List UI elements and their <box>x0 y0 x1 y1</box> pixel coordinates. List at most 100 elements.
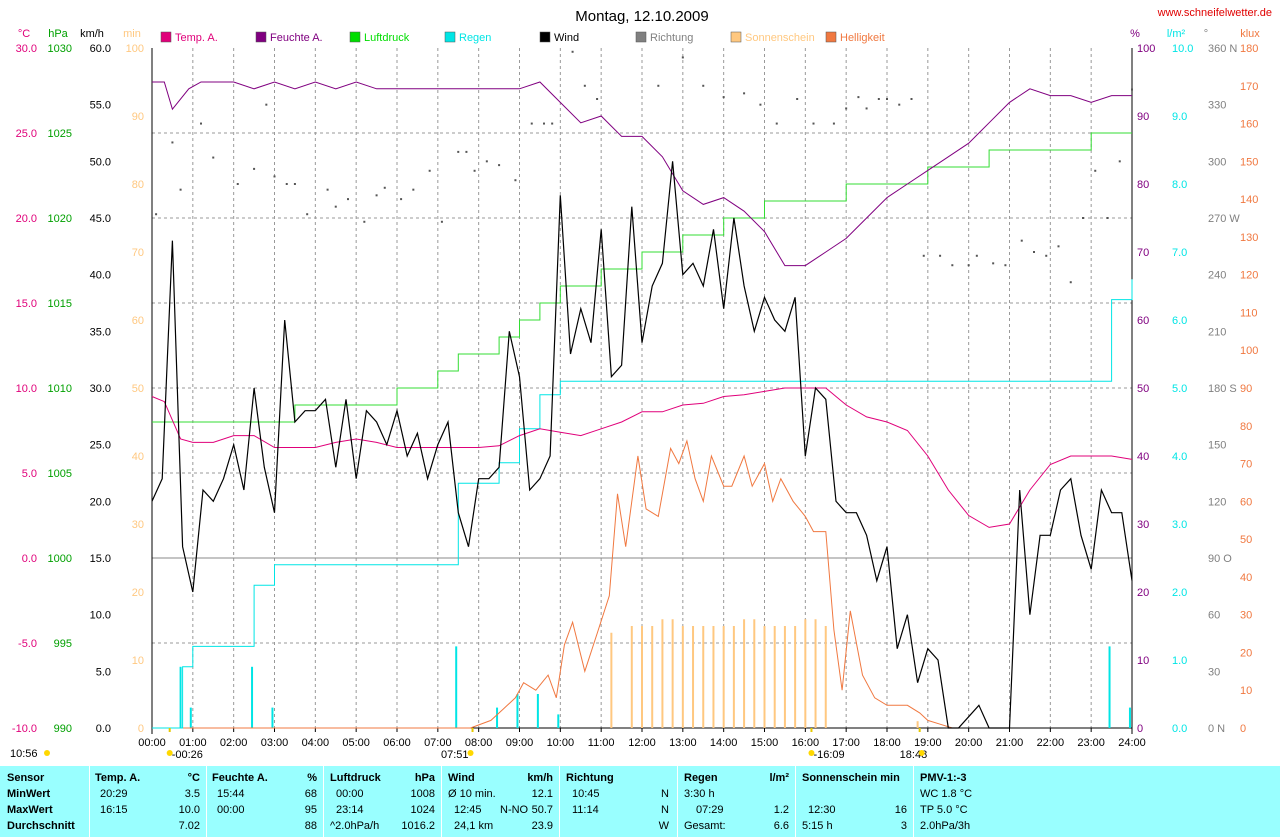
temp-axis-tick: 20.0 <box>16 213 37 225</box>
temp-unit: °C <box>187 772 200 784</box>
pmv-header: PMV-1:-3 <box>920 772 967 784</box>
direction-avg: W <box>658 820 669 832</box>
sunshine-max-time: 12:30 <box>808 804 836 816</box>
wind-axis-tick: 30.0 <box>90 383 111 395</box>
sunshine-bars <box>610 619 919 728</box>
rain-header: Regen <box>684 772 718 784</box>
rain-axis-tick: 9.0 <box>1172 111 1187 123</box>
wind-axis-tick: 35.0 <box>90 326 111 338</box>
direction-point <box>1131 88 1133 91</box>
humidity-axis-tick: 100 <box>1137 43 1155 55</box>
pressure-unit-label: hPa <box>48 28 68 40</box>
wind-unit: km/h <box>527 772 553 784</box>
direction-point <box>910 98 913 100</box>
rain-max: 1.2 <box>773 804 789 816</box>
direction-point <box>571 50 574 53</box>
temp-axis-tick: -10.0 <box>12 723 37 735</box>
direction-point <box>253 167 256 170</box>
time-axis-tick: 16:00 <box>792 737 820 749</box>
direction-axis-tick: 30 <box>1208 666 1220 678</box>
humidity-axis-tick: 0 <box>1137 723 1143 735</box>
wind-axis-tick: 55.0 <box>90 100 111 112</box>
direction-axis-tick: 150 <box>1208 440 1226 452</box>
direction-point <box>457 150 460 153</box>
legend-swatch <box>160 31 172 43</box>
humidity-header: Feuchte A. <box>212 772 268 784</box>
temp-axis-tick: 25.0 <box>16 128 37 140</box>
lux-axis-tick: 160 <box>1240 119 1258 131</box>
wind-max-time: 12:45 <box>454 804 482 816</box>
rain-axis-tick: 10.0 <box>1172 43 1193 55</box>
wind-axis-tick: 0.0 <box>96 723 111 735</box>
direction-point <box>412 188 415 191</box>
chart-legend: Temp. A. Feuchte A. Luftdruck Regen Wind Rich… <box>160 31 885 44</box>
sun-axis-tick: 0 <box>138 723 144 735</box>
moonrise-icon <box>166 750 173 756</box>
footer-divider <box>206 766 207 837</box>
lux-axis-tick: 20 <box>1240 647 1252 659</box>
sunset-icon <box>918 750 925 756</box>
direction-point <box>334 205 337 208</box>
direction-point <box>179 188 182 191</box>
sunshine-duration: 5:15 h <box>802 820 833 832</box>
footer-divider <box>795 766 796 837</box>
direction-unit-label: ° <box>1204 28 1208 40</box>
direction-point <box>922 254 925 257</box>
time-axis-tick: 12:00 <box>628 737 656 749</box>
direction-point <box>1033 251 1035 253</box>
time-axis-tick: 02:00 <box>220 737 248 749</box>
rain-axis-tick: 8.0 <box>1172 179 1187 191</box>
direction-point <box>886 98 888 100</box>
rain-interval-bars <box>179 646 1131 728</box>
temp-axis-tick: 0.0 <box>22 553 37 565</box>
wind-header: Wind <box>448 772 475 784</box>
rain-axis-tick: 3.0 <box>1172 519 1187 531</box>
direction-axis-tick: 210 <box>1208 326 1226 338</box>
humidity-axis-tick: 20 <box>1137 587 1149 599</box>
wind-axis-tick: 40.0 <box>90 270 111 282</box>
humidity-min: 68 <box>304 788 317 800</box>
sunshine-max: 16 <box>894 804 907 816</box>
website-link[interactable]: www.schneifelwetter.de <box>1157 7 1272 19</box>
direction-point <box>583 84 586 87</box>
direction-point <box>702 84 705 87</box>
direction-point <box>383 186 386 189</box>
pressure-header: Luftdruck <box>330 772 381 784</box>
humidity-axis-tick: 40 <box>1137 451 1149 463</box>
footer-col-rain: Regen l/m² 3:30 h 07:29 1.2 Gesamt: 6.6 <box>678 766 795 837</box>
pressure-min: 1008 <box>410 788 435 800</box>
temp-axis-tick: 10.0 <box>16 383 37 395</box>
pressure-unit: hPa <box>414 772 435 784</box>
direction-point <box>775 122 778 125</box>
rain-max-time: 07:29 <box>696 804 724 816</box>
direction-point <box>1118 160 1121 163</box>
temp-axis-tick: 5.0 <box>22 468 37 480</box>
direction-point <box>485 160 488 163</box>
humidity-avg: 88 <box>304 820 317 832</box>
wind-axis-tick: 60.0 <box>90 43 111 55</box>
lux-axis-tick: 170 <box>1240 81 1258 93</box>
direction-axis-tick: 180 S <box>1208 383 1237 395</box>
chart-axes: 30.025.020.015.010.05.00.0-5.0-10.010301… <box>12 43 1258 749</box>
direction-point <box>428 169 431 172</box>
wind-axis-tick: 25.0 <box>90 440 111 452</box>
lux-axis-tick: 60 <box>1240 496 1252 508</box>
direction-point <box>1106 217 1109 219</box>
humidity-axis-tick: 60 <box>1137 315 1149 327</box>
daylength-icon <box>44 750 50 756</box>
lux-axis-tick: 70 <box>1240 459 1252 471</box>
rain-axis-tick: 1.0 <box>1172 655 1187 667</box>
direction-max: N <box>661 804 669 816</box>
direction-point <box>265 103 268 106</box>
pressure-axis-tick: 990 <box>54 723 72 735</box>
sun-axis-tick: 30 <box>132 519 144 531</box>
direction-axis-tick: 0 N <box>1208 723 1225 735</box>
daylength-label: 10:56 <box>10 748 38 760</box>
row-label-max: MaxWert <box>7 804 53 816</box>
lux-unit-label: klux <box>1240 28 1260 40</box>
pressure-max-time: 23:14 <box>336 804 364 816</box>
direction-min: N <box>661 788 669 800</box>
time-axis-tick: 17:00 <box>832 737 860 749</box>
pressure-axis-tick: 1015 <box>48 298 72 310</box>
